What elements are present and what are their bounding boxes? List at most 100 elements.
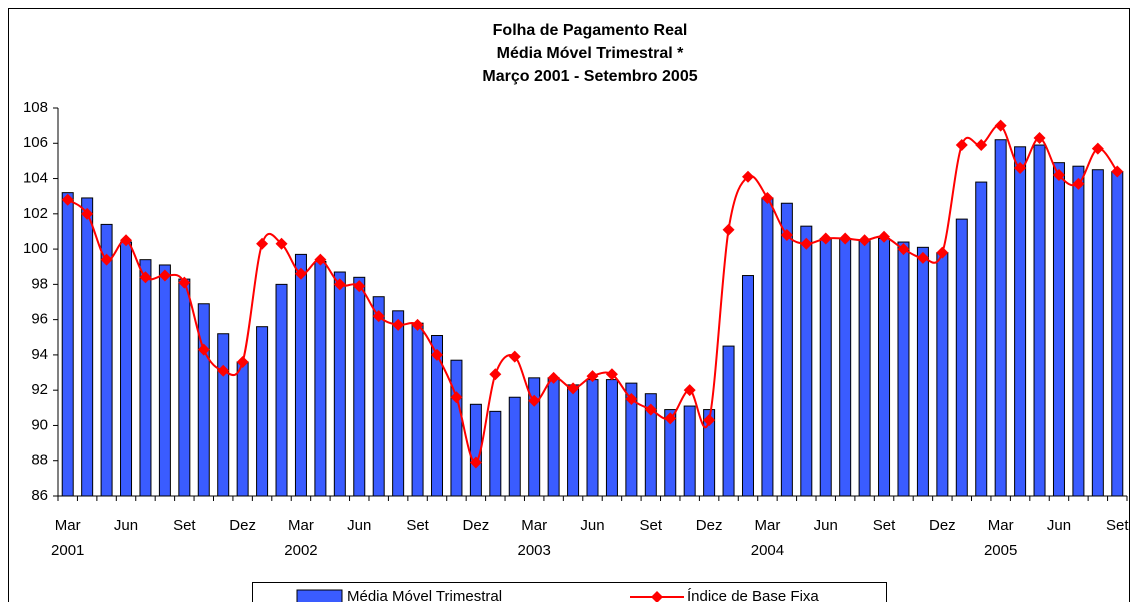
line-marker	[916, 251, 929, 264]
line-marker	[61, 193, 74, 206]
x-tick-label: Dez	[929, 517, 956, 534]
line-marker	[878, 230, 891, 243]
x-tick-label: Set	[873, 517, 896, 534]
bar	[994, 139, 1007, 497]
line-marker	[683, 384, 696, 397]
line-marker	[800, 237, 813, 250]
y-tick-label: 90	[31, 416, 48, 433]
line-marker	[975, 139, 988, 152]
line-marker	[158, 269, 171, 282]
line-marker	[644, 403, 657, 416]
x-tick-label: Dez	[463, 517, 490, 534]
bar	[878, 238, 891, 497]
legend-swatch	[296, 589, 343, 602]
x-tick-label: Jun	[814, 517, 838, 534]
line-marker	[994, 119, 1007, 132]
bar	[489, 410, 502, 497]
line-marker	[858, 234, 871, 247]
bar	[955, 218, 968, 497]
line-marker	[1033, 131, 1046, 144]
line-marker	[236, 355, 249, 368]
bar	[314, 260, 327, 497]
bar	[897, 241, 910, 497]
y-tick-label: 108	[23, 99, 48, 116]
bar	[353, 276, 366, 497]
x-tick-label: Mar	[288, 517, 314, 534]
line-marker	[936, 246, 949, 259]
x-tick-label: Set	[640, 517, 663, 534]
line-marker	[450, 391, 463, 404]
bar	[372, 296, 385, 497]
x-tick-label: Jun	[347, 517, 371, 534]
line-marker	[955, 139, 968, 152]
bar	[1052, 162, 1065, 497]
x-tick-label: Dez	[696, 517, 723, 534]
line-marker	[178, 276, 191, 289]
chart-title: Folha de Pagamento Real	[493, 22, 688, 39]
bar	[761, 197, 774, 497]
line-marker	[897, 243, 910, 256]
x-tick-label: Mar	[55, 517, 81, 534]
bar	[605, 379, 618, 497]
line-marker	[722, 223, 735, 236]
bar	[858, 239, 871, 497]
line-marker	[333, 278, 346, 291]
line-marker	[139, 271, 152, 284]
bar	[178, 278, 191, 497]
line-marker	[372, 310, 385, 323]
x-tick-label: Mar	[755, 517, 781, 534]
line-marker	[100, 253, 113, 266]
x-tick-label: Jun	[114, 517, 138, 534]
line-marker	[294, 267, 307, 280]
line-marker	[469, 456, 482, 469]
line-marker	[431, 348, 444, 361]
bar	[256, 326, 269, 497]
legend-label: Média Móvel Trimestral	[347, 588, 502, 602]
bar	[780, 202, 793, 497]
line-marker	[625, 393, 638, 405]
x-tick-label: Mar	[521, 517, 547, 534]
bar	[450, 359, 463, 497]
line-marker	[586, 370, 599, 383]
line-marker	[314, 253, 327, 266]
bar	[1111, 170, 1124, 497]
line-marker	[489, 368, 502, 381]
line-marker	[664, 412, 677, 425]
x-tick-label: Dez	[229, 517, 256, 534]
bar	[1091, 169, 1104, 497]
chart-title: Março 2001 - Setembro 2005	[482, 68, 697, 85]
line-marker	[567, 382, 580, 395]
line-marker	[392, 318, 405, 331]
line-marker	[217, 364, 230, 377]
bar	[916, 246, 929, 497]
y-tick-label: 106	[23, 134, 48, 151]
line-marker	[528, 394, 541, 407]
x-tick-label: Set	[173, 517, 196, 534]
bar	[411, 322, 424, 497]
bar	[936, 252, 949, 497]
bar	[236, 361, 249, 497]
line-marker	[1091, 142, 1104, 155]
line-marker	[741, 170, 754, 183]
line-marker	[780, 228, 793, 241]
x-tick-label: Jun	[580, 517, 604, 534]
bar	[158, 264, 171, 497]
bar	[508, 396, 521, 497]
bar	[217, 333, 230, 497]
bar	[61, 192, 74, 497]
line-marker	[353, 280, 366, 293]
bar	[567, 384, 580, 497]
x-tick-label: Set	[406, 517, 429, 534]
line-marker	[547, 371, 560, 384]
legend-label: Índice de Base Fixa	[687, 588, 819, 602]
bar	[197, 303, 210, 497]
bar	[139, 259, 152, 497]
line-marker	[1111, 165, 1124, 178]
line-marker	[256, 237, 269, 250]
line-marker	[411, 318, 424, 331]
line-marker	[839, 232, 852, 245]
bar	[547, 377, 560, 497]
y-tick-label: 96	[31, 311, 48, 328]
